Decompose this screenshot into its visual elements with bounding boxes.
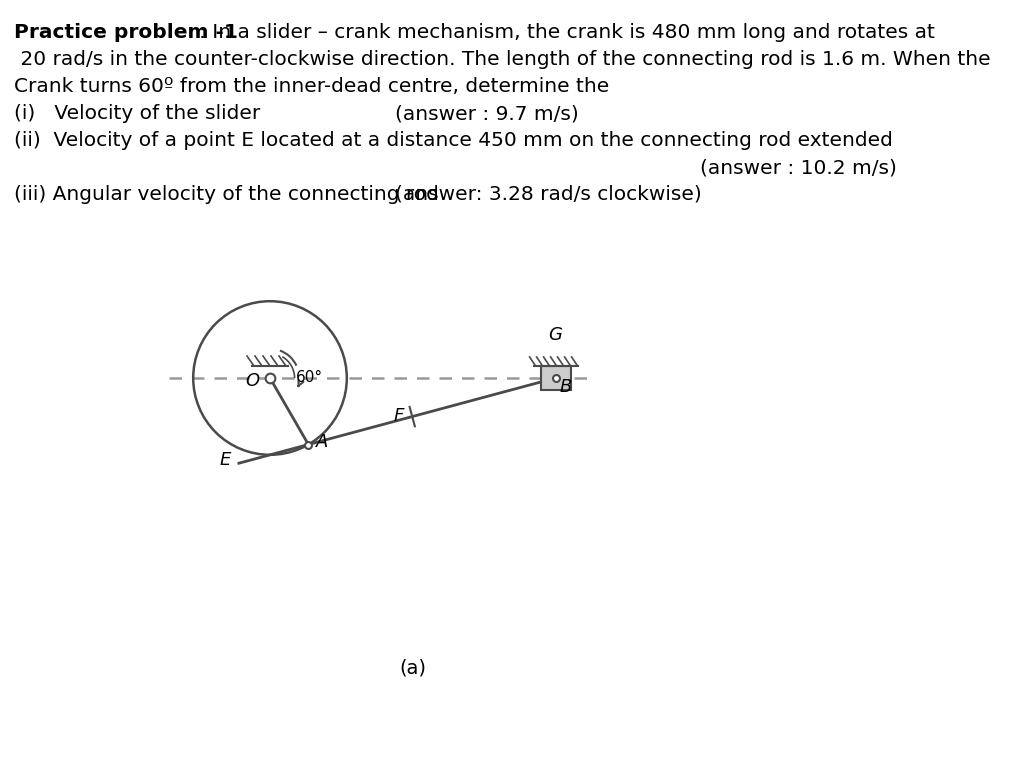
Bar [541, 366, 570, 390]
Text: Practice problem -1: Practice problem -1 [14, 23, 238, 42]
Text: A: A [316, 432, 329, 451]
Text: F: F [393, 406, 403, 425]
Text: 20 rad/s in the counter-clockwise direction. The length of the connecting rod is: 20 rad/s in the counter-clockwise direct… [14, 50, 990, 69]
Text: O: O [245, 372, 259, 390]
Text: Practice problem -1: In a slider – crank mechanism, the crank is 480 mm long and: Practice problem -1: In a slider – crank… [14, 23, 947, 42]
Text: (answer : 9.7 m/s): (answer : 9.7 m/s) [395, 104, 579, 123]
Text: : In a slider – crank mechanism, the crank is 480 mm long and rotates at: : In a slider – crank mechanism, the cra… [199, 23, 935, 42]
Text: (iii) Angular velocity of the connecting rod: (iii) Angular velocity of the connecting… [14, 185, 439, 204]
Text: G: G [549, 326, 562, 344]
Text: (i)   Velocity of the slider: (i) Velocity of the slider [14, 104, 260, 123]
Text: (answer : 10.2 m/s): (answer : 10.2 m/s) [700, 158, 897, 177]
Text: Crank turns 60º from the inner-dead centre, determine the: Crank turns 60º from the inner-dead cent… [14, 77, 609, 96]
Text: B: B [559, 378, 572, 396]
Text: (ii)  Velocity of a point E located at a distance 450 mm on the connecting rod e: (ii) Velocity of a point E located at a … [14, 131, 893, 150]
Text: (answer: 3.28 rad/s clockwise): (answer: 3.28 rad/s clockwise) [395, 185, 701, 204]
Text: E: E [219, 452, 230, 469]
Text: (a): (a) [399, 659, 426, 678]
Text: 60°: 60° [296, 370, 324, 385]
